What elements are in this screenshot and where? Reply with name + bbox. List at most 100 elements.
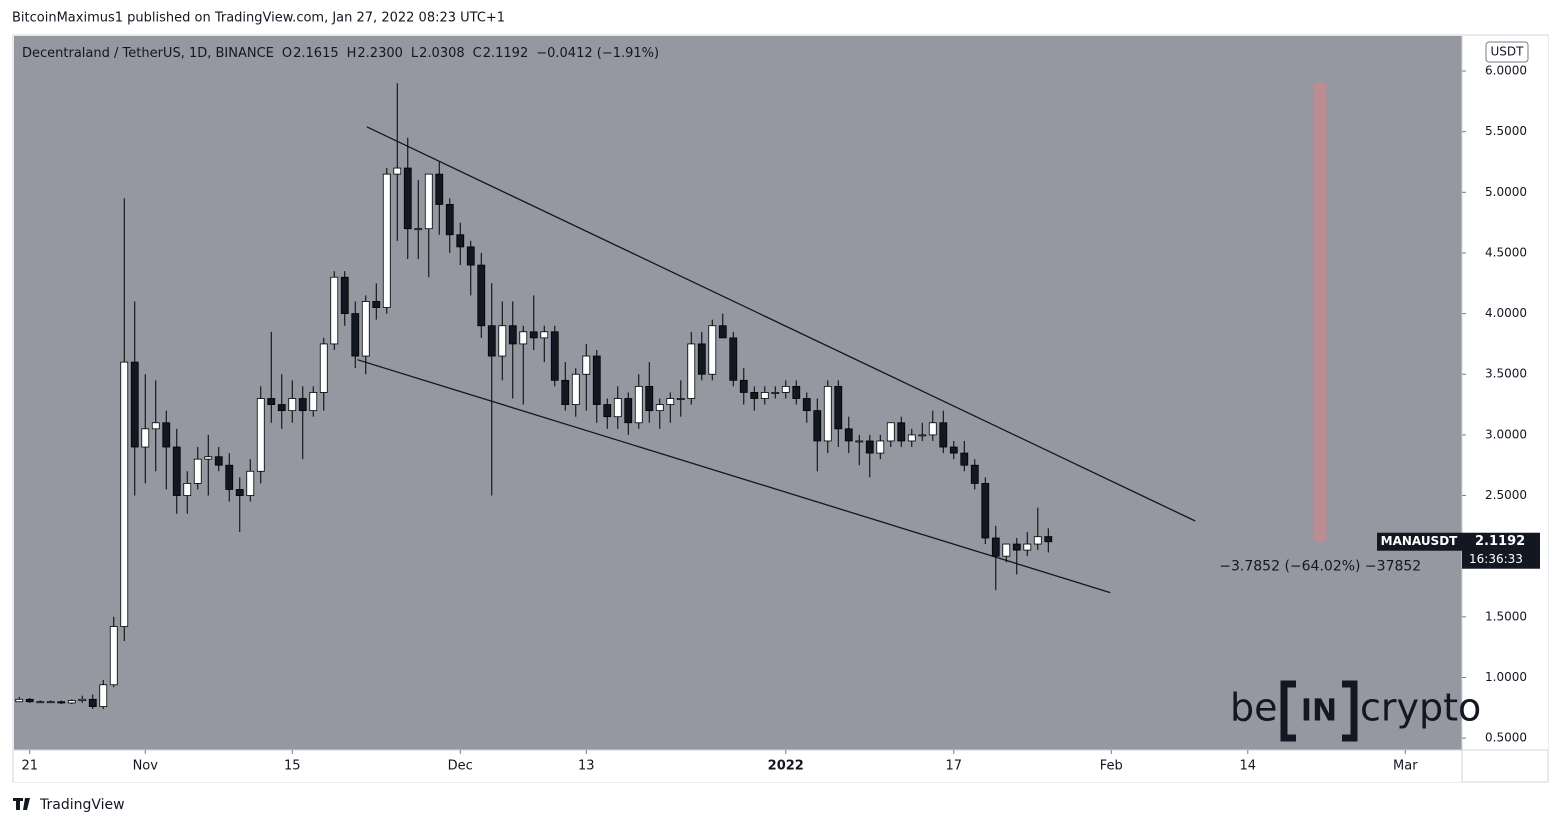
x-tick-label: Feb xyxy=(1100,759,1123,774)
y-tick-label: 5.0000 xyxy=(1485,185,1527,199)
trendline xyxy=(366,126,1196,522)
watermark-text: be xyxy=(1230,686,1278,730)
candle-body xyxy=(309,392,318,412)
x-tick-label: 14 xyxy=(1240,759,1257,774)
candle-body xyxy=(46,701,55,704)
candle-body xyxy=(897,422,906,442)
candle-body xyxy=(718,325,727,339)
candle-body xyxy=(729,337,738,381)
candle-body xyxy=(561,379,570,405)
candle-body xyxy=(1012,543,1021,551)
candle-body xyxy=(351,313,360,357)
candle-body xyxy=(550,331,559,381)
candle-body xyxy=(792,385,801,399)
change: −0.0412 (−1.91%) xyxy=(536,46,659,61)
chart-header: Decentraland / TetherUS, 1D, BINANCE O2.1… xyxy=(22,46,659,61)
candle-body xyxy=(130,361,139,448)
y-tick-label: 4.5000 xyxy=(1485,245,1527,259)
candle-body xyxy=(288,398,297,412)
candle-body xyxy=(204,456,213,460)
candle-body xyxy=(382,173,391,308)
candle-body xyxy=(981,483,990,539)
y-tick-label: 2.5000 xyxy=(1485,488,1527,502)
candle-body xyxy=(939,422,948,448)
candle-body xyxy=(193,458,202,484)
candle-body xyxy=(855,440,864,443)
candle-body xyxy=(634,385,643,424)
watermark-text: IN xyxy=(1301,694,1337,729)
watermark-text: crypto xyxy=(1360,686,1481,730)
plot-area xyxy=(14,36,1462,750)
candle-body xyxy=(183,483,192,496)
y-tick-label: 6.0000 xyxy=(1485,64,1527,78)
candle-body xyxy=(456,234,465,248)
x-tick-label: 17 xyxy=(946,759,963,774)
candle-body xyxy=(592,355,601,405)
field-value: 2.0308 xyxy=(419,46,465,61)
candle-body xyxy=(781,385,790,393)
candle-body xyxy=(1033,536,1042,545)
candle-body xyxy=(960,452,969,466)
candle-body xyxy=(445,204,454,236)
candle-body xyxy=(57,701,66,704)
price-tag xyxy=(1462,532,1540,569)
candle-body xyxy=(78,698,87,701)
candle-body xyxy=(834,385,843,430)
candle-body xyxy=(319,343,328,393)
candle-body xyxy=(477,264,486,327)
candle-body xyxy=(603,404,612,418)
y-tick-label: 3.5000 xyxy=(1485,367,1527,381)
time-axis xyxy=(14,750,1462,782)
x-tick-label: 2022 xyxy=(768,759,804,774)
candle-body xyxy=(393,167,402,175)
x-tick-label: Dec xyxy=(448,759,473,774)
candle-body xyxy=(498,325,507,357)
candle-body xyxy=(708,325,717,375)
candle-body xyxy=(414,228,423,231)
candle-body xyxy=(424,173,433,230)
field-value: 2.1615 xyxy=(293,46,339,61)
candle-body xyxy=(151,422,160,430)
candle-body xyxy=(750,392,759,399)
field-value: 2.1192 xyxy=(483,46,529,61)
candle-body xyxy=(246,470,255,496)
candle-body xyxy=(15,698,24,703)
x-tick-label: 21 xyxy=(21,759,38,774)
candle-body xyxy=(876,440,885,454)
candle-body xyxy=(403,167,412,230)
price-axis xyxy=(1462,36,1548,750)
candle-body xyxy=(823,385,832,442)
candle-body xyxy=(613,398,622,418)
candle-body xyxy=(813,410,822,442)
candle-body xyxy=(466,246,475,266)
candle-body xyxy=(235,489,244,496)
candle-body xyxy=(298,398,307,412)
footer: TradingView xyxy=(39,797,125,813)
candle-body xyxy=(676,398,685,400)
candle-body xyxy=(529,331,538,339)
watermark-bracket xyxy=(1280,680,1358,742)
candle-body xyxy=(67,700,76,704)
field-key: C xyxy=(473,46,482,61)
candle-body xyxy=(214,456,223,466)
candle-body xyxy=(36,701,45,704)
x-tick-label: 15 xyxy=(284,759,301,774)
price-tag-text: 2.1192 xyxy=(1475,534,1525,549)
candle-body xyxy=(907,434,916,442)
currency-box xyxy=(1485,41,1529,63)
field-key: L xyxy=(411,46,419,61)
y-tick-label: 1.5000 xyxy=(1485,609,1527,623)
candle-body xyxy=(88,698,97,707)
candle-body xyxy=(172,446,181,496)
field-value: 2.2300 xyxy=(357,46,403,61)
candle-body xyxy=(655,404,664,412)
candle-body xyxy=(267,398,276,405)
candle-body xyxy=(918,434,927,437)
candle-body xyxy=(225,464,234,490)
measure-range xyxy=(1313,82,1327,542)
candle-body xyxy=(361,301,370,357)
symbol-tag-text: MANAUSDT xyxy=(1381,534,1459,548)
candle-body xyxy=(120,361,129,627)
field-key: O xyxy=(282,46,292,61)
